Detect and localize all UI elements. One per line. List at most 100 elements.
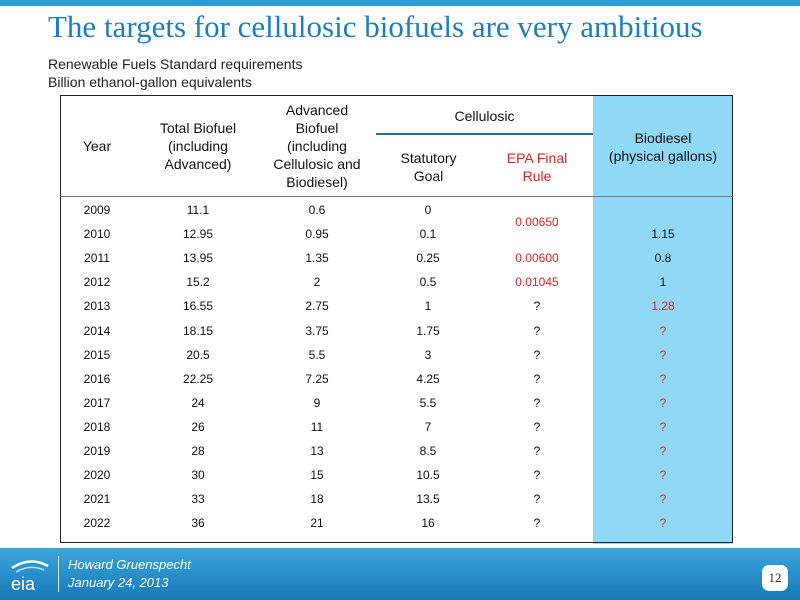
cell-total: 24	[191, 395, 205, 410]
cell-year: 2020	[83, 468, 111, 483]
cell-total: 28	[191, 444, 205, 458]
cell-total: 11.1	[186, 203, 210, 217]
cell-advanced: 15	[310, 468, 324, 483]
cell-statutory: 0	[424, 203, 432, 217]
cell-statutory: 4.25	[416, 371, 440, 386]
subtitle-line-2: Billion ethanol-gallon equivalents	[48, 74, 252, 90]
cell-biodiesel: ?	[659, 395, 667, 410]
cell-advanced: 2	[313, 275, 321, 290]
cell-statutory: 8.5	[419, 444, 437, 458]
header-biodiesel: Biodiesel (physical gallons)	[608, 130, 718, 164]
header-divider	[60, 196, 733, 197]
cell-epa: ?	[533, 419, 541, 434]
cell-year: 2021	[83, 492, 111, 507]
header-year: Year	[82, 138, 112, 154]
cell-advanced: 18	[310, 492, 324, 507]
slide-title: The targets for cellulosic biofuels are …	[48, 9, 703, 44]
cell-advanced: 3.75	[305, 323, 329, 338]
cell-total: 30	[191, 468, 205, 483]
epa-merged-cell-2009-2010: 0.00650	[515, 215, 559, 229]
cell-epa: ?	[533, 299, 541, 314]
cell-advanced: 11	[310, 419, 324, 434]
cell-year: 2018	[83, 419, 111, 434]
cell-biodiesel: 1.15	[651, 227, 675, 242]
cell-total: 12.95	[182, 227, 214, 242]
eia-logo-icon: eia	[11, 560, 49, 594]
cell-epa: ?	[533, 323, 541, 338]
cell-biodiesel: ?	[659, 444, 667, 458]
cell-biodiesel: ?	[659, 468, 667, 483]
footer-bar	[0, 548, 800, 600]
cell-epa: ?	[533, 468, 541, 483]
cell-year: 2014	[83, 323, 111, 338]
cell-total: 18.15	[182, 323, 214, 338]
cell-biodiesel: ?	[659, 516, 667, 531]
cell-year: 2016	[83, 371, 111, 386]
cell-year: 2022	[83, 516, 111, 531]
cell-year: 2009	[83, 203, 111, 217]
header-total-biofuel: Total Biofuel (including Advanced)	[159, 120, 237, 172]
cell-total: 20.5	[186, 347, 210, 362]
cell-advanced: 13	[310, 444, 324, 458]
cell-total: 26	[191, 419, 205, 434]
cell-biodiesel: 1.28	[651, 299, 675, 314]
header-epa-final-rule: EPA Final Rule	[506, 150, 568, 184]
cell-year: 2010	[83, 227, 111, 242]
cell-statutory: 0.1	[419, 227, 437, 242]
cell-year: 2015	[83, 347, 111, 362]
cell-statutory: 5.5	[419, 395, 437, 410]
cell-biodiesel: ?	[659, 347, 667, 362]
cell-total: 13.95	[182, 251, 214, 266]
cell-year: 2012	[83, 275, 111, 290]
cell-epa: ?	[533, 516, 541, 531]
cell-statutory: 10.5	[416, 468, 440, 483]
cell-biodiesel: ?	[659, 323, 667, 338]
cell-biodiesel: 1	[659, 275, 667, 290]
cell-total: 16.55	[182, 299, 214, 314]
cell-epa: ?	[533, 371, 541, 386]
cell-advanced: 7.25	[305, 371, 329, 386]
biodiesel-column-background	[593, 96, 733, 544]
cell-epa: ?	[533, 492, 541, 507]
cell-epa: ?	[533, 444, 541, 458]
cell-statutory: 7	[424, 419, 432, 434]
cell-epa: ?	[533, 347, 541, 362]
cell-year: 2011	[84, 251, 110, 266]
svg-text:eia: eia	[11, 574, 36, 594]
footer-separator	[58, 556, 59, 592]
cell-epa: ?	[533, 395, 541, 410]
header-statutory-goal: Statutory Goal	[400, 150, 457, 184]
cell-statutory: 13.5	[416, 492, 440, 507]
cell-epa: 0.00600	[515, 251, 559, 266]
cell-total: 33	[191, 492, 205, 507]
cell-statutory: 0.5	[419, 275, 437, 290]
table-frame	[60, 95, 733, 543]
cell-biodiesel: ?	[659, 419, 667, 434]
cell-total: 15.2	[186, 275, 210, 290]
cell-statutory: 16	[421, 516, 435, 531]
cell-advanced: 5.5	[308, 347, 326, 362]
cell-biodiesel: 0.8	[654, 251, 672, 266]
cell-year: 2017	[83, 395, 111, 410]
cell-advanced: 1.35	[305, 251, 329, 266]
cell-statutory: 1.75	[416, 323, 440, 338]
cell-total: 22.25	[182, 371, 214, 386]
cell-advanced: 2.75	[305, 299, 329, 314]
page-number: 12	[762, 565, 788, 591]
presentation-date: January 24, 2013	[68, 575, 169, 590]
cell-total: 36	[191, 516, 205, 531]
cell-advanced: 9	[313, 395, 321, 410]
cell-year: 2013	[83, 299, 111, 314]
cell-advanced: 21	[310, 516, 324, 531]
cell-year: 2019	[83, 444, 111, 458]
header-cellulosic: Cellulosic	[454, 108, 515, 124]
cell-advanced: 0.95	[305, 227, 329, 242]
cell-statutory: 3	[424, 347, 432, 362]
cell-advanced: 0.6	[308, 203, 326, 217]
cell-statutory: 0.25	[416, 251, 440, 266]
cell-statutory: 1	[424, 299, 432, 314]
cellulosic-underline	[376, 133, 593, 135]
top-accent-bar	[0, 0, 800, 6]
subtitle-line-1: Renewable Fuels Standard requirements	[48, 56, 303, 72]
cell-epa: 0.01045	[515, 275, 559, 290]
